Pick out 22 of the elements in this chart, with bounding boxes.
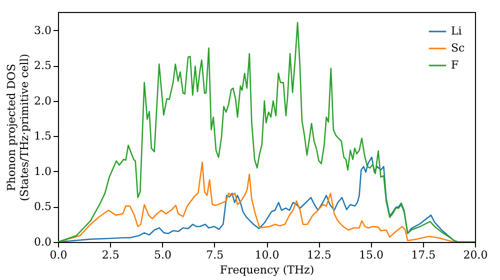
y-tick-label: 1.5 [34,130,52,143]
x-tick-label: 2.5 [102,248,120,262]
y-tick-label: 0.5 [34,200,52,214]
line-series [58,22,475,242]
x-tick-label: 5.0 [154,248,172,262]
y-tick-label: 2.5 [34,59,52,72]
legend-label: Li [451,24,462,38]
x-tick-label: 0.0 [50,248,68,262]
legend-label: Sc [451,42,465,54]
y-tick-label: 2.0 [34,94,52,108]
x-tick-label: 10.0 [254,248,280,262]
x-tick-label: 17.5 [411,248,436,262]
x-tick-label: 20.0 [463,248,488,262]
y-axis-title: Phonon projected DOS (States/THz·primitive cell) [5,54,32,202]
x-axis-title: Frequency (THz) [220,264,314,276]
x-tick-label: 7.5 [206,248,224,262]
y-tick-label: 1.0 [34,164,52,178]
legend-label: F [451,58,459,72]
x-tick-label: 15.0 [359,248,384,262]
y-tick-label: 0.0 [34,236,52,248]
y-tick-label: 3.0 [34,24,52,37]
x-tick-label: 12.5 [306,248,332,262]
